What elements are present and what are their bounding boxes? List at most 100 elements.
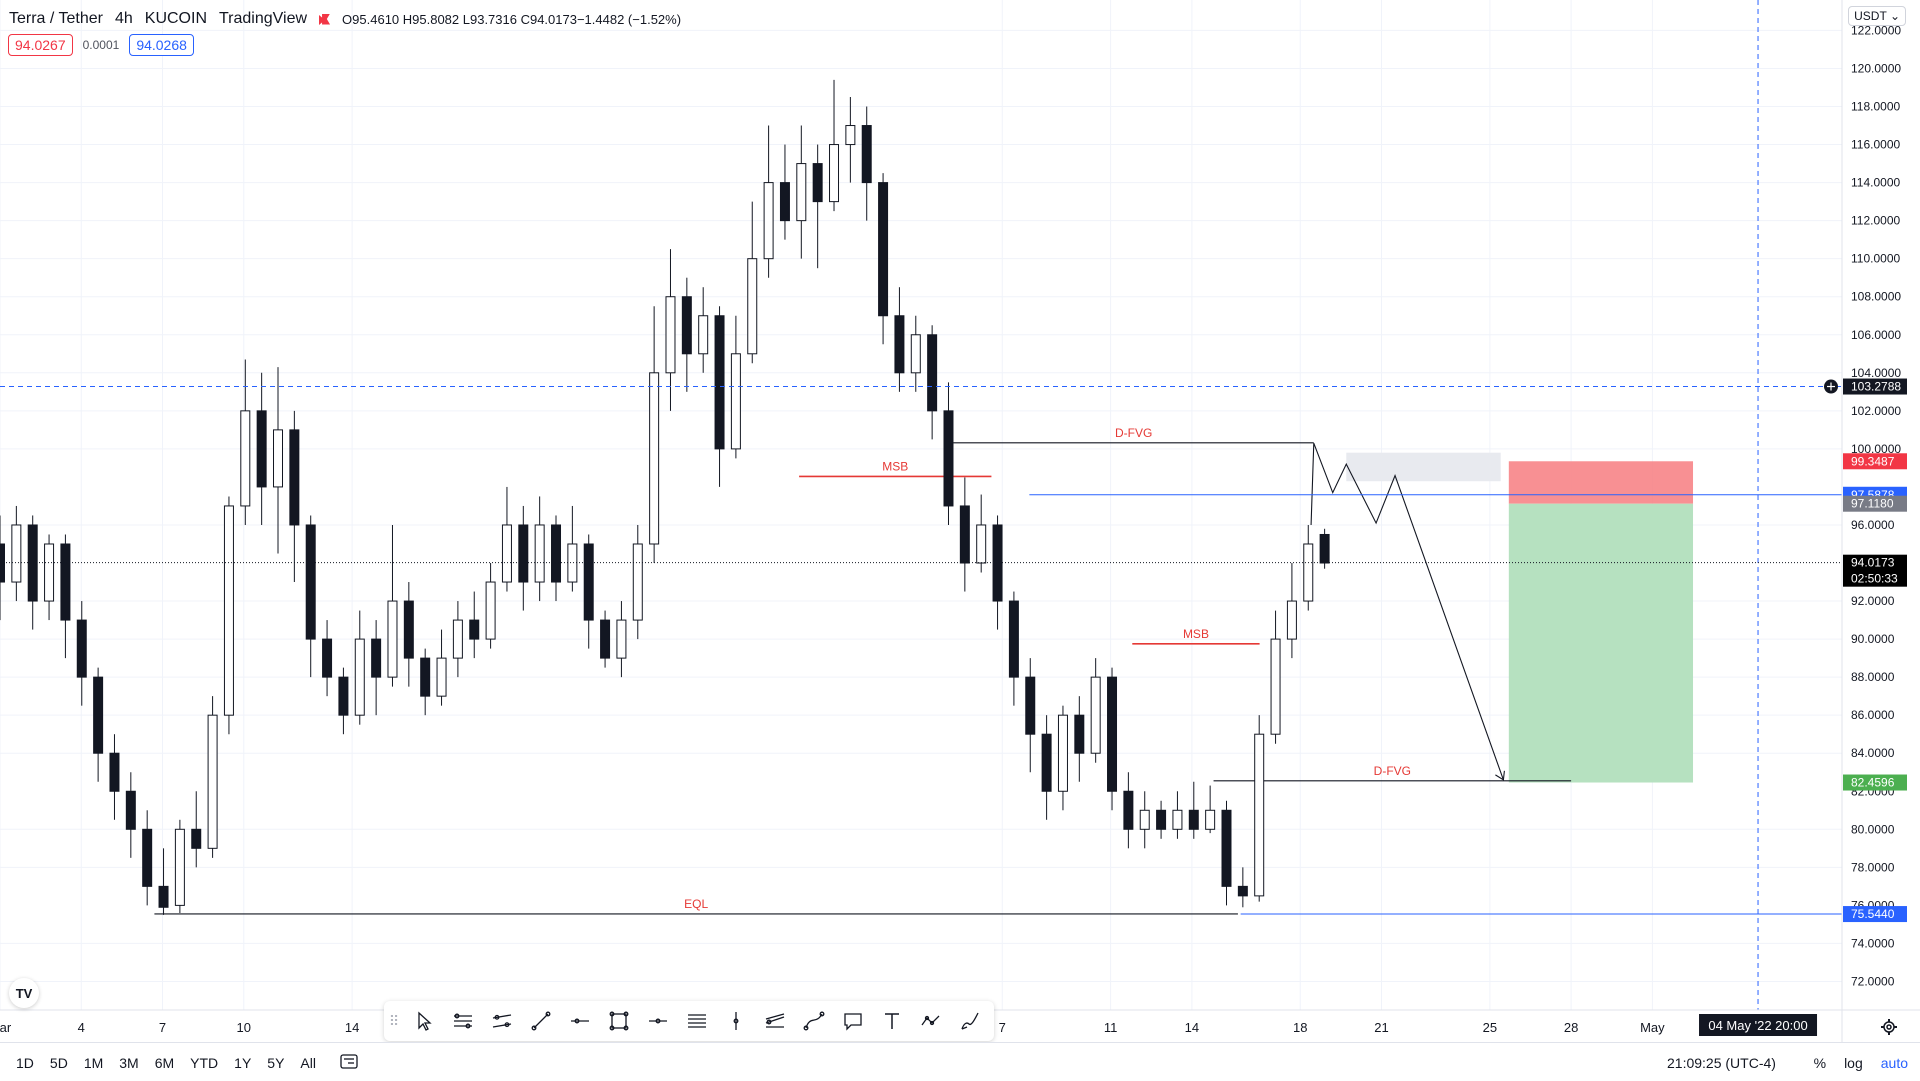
candle-down [142, 828, 153, 887]
quote-panel: 94.0267 0.0001 94.0268 [8, 34, 194, 56]
candle-down [1041, 733, 1052, 792]
channel-icon[interactable] [482, 1001, 521, 1041]
chart-header: Terra / Tether 4h KUCOIN TradingView O95… [9, 8, 681, 30]
drag-handle-icon[interactable]: ⠿ [388, 1012, 400, 1029]
candle-up [436, 657, 447, 697]
candle-up [44, 543, 55, 602]
x-tick-label: 7 [999, 1020, 1006, 1035]
y-tick-label: 92.0000 [1851, 594, 1895, 608]
candle-down [1008, 600, 1019, 678]
candle-up [273, 429, 284, 488]
trend-lines-icon[interactable] [443, 1001, 482, 1041]
candle-down [27, 524, 38, 602]
candle-down [109, 752, 120, 792]
candle-up [207, 714, 218, 849]
text-icon[interactable] [872, 1001, 911, 1041]
range-selector: 1D 5D 1M 3M 6M YTD 1Y 5Y All [16, 1055, 332, 1071]
annotation-label: D-FVG [1374, 764, 1411, 778]
curve-icon[interactable] [794, 1001, 833, 1041]
range-6m[interactable]: 6M [154, 1055, 175, 1071]
candle-down [403, 600, 414, 659]
horizontal-ray-icon[interactable] [638, 1001, 677, 1041]
candle-down [158, 885, 169, 908]
candle-down [1237, 885, 1248, 897]
annotation-label: D-FVG [1115, 426, 1152, 440]
log-scale-toggle[interactable]: log [1844, 1055, 1863, 1071]
range-1y[interactable]: 1Y [234, 1055, 252, 1071]
price-label: 94.0173 [1851, 556, 1895, 570]
price-label-bg [1843, 906, 1907, 923]
price-label-bg [1843, 378, 1907, 395]
y-tick-label: 118.0000 [1851, 100, 1900, 114]
candle-up [1057, 714, 1068, 792]
fib-icon[interactable] [677, 1001, 716, 1041]
currency-label: USDT [1854, 9, 1887, 23]
candle-down [76, 619, 87, 678]
y-tick-label: 100.0000 [1851, 442, 1901, 456]
candle-up [910, 334, 921, 374]
clock-timezone[interactable]: 21:09:25 (UTC-4) [1667, 1055, 1776, 1071]
gear-icon[interactable] [1880, 1018, 1898, 1036]
pitchfork-icon[interactable] [755, 1001, 794, 1041]
range-1d[interactable]: 1D [16, 1055, 34, 1071]
projection-arrowhead [1495, 770, 1505, 781]
go-to-date-icon[interactable] [340, 1053, 358, 1069]
range-all[interactable]: All [300, 1055, 316, 1071]
y-tick-label: 88.0000 [1851, 670, 1895, 684]
candle-down [1074, 714, 1085, 754]
buy-button[interactable]: 94.0268 [129, 34, 194, 56]
x-tick-label: 21 [1374, 1020, 1388, 1035]
range-ytd[interactable]: YTD [190, 1055, 219, 1071]
candle-up [11, 524, 22, 583]
path-icon[interactable] [911, 1001, 950, 1041]
y-tick-label: 80.0000 [1851, 822, 1895, 836]
candle-up [501, 524, 512, 583]
price-label-bg [1843, 554, 1907, 587]
candle-up [452, 619, 463, 659]
vertical-line-icon[interactable] [716, 1001, 755, 1041]
horizontal-line-icon[interactable] [560, 1001, 599, 1041]
interval[interactable]: 4h [114, 10, 133, 27]
candle-up [354, 638, 365, 716]
callout-icon[interactable] [833, 1001, 872, 1041]
candle-down [894, 315, 905, 374]
currency-selector[interactable]: USDT ⌄ [1848, 6, 1906, 26]
candle-up [763, 182, 774, 260]
y-tick-label: 122.0000 [1851, 23, 1901, 37]
candle-up [976, 524, 987, 564]
candle-down [681, 296, 692, 355]
candle-up [665, 296, 676, 374]
market-flag-icon [319, 14, 330, 25]
rectangle-icon[interactable] [599, 1001, 638, 1041]
stop-loss-zone [1508, 461, 1694, 504]
sell-button[interactable]: 94.0267 [8, 34, 73, 56]
x-tick-label: 18 [1293, 1020, 1307, 1035]
range-3m[interactable]: 3M [119, 1055, 139, 1071]
candle-up [1286, 600, 1297, 640]
cursor-icon[interactable] [404, 1001, 443, 1041]
range-5y[interactable]: 5Y [267, 1055, 285, 1071]
y-tick-label: 110.0000 [1851, 252, 1900, 266]
candle-down [878, 182, 889, 317]
chart[interactable]: MSB D-FVG MSB D-FVG EQL 122.0000 120.0000 118.… [0, 0, 1920, 1042]
candle-up [1270, 638, 1281, 735]
range-1m[interactable]: 1M [83, 1055, 104, 1071]
line-icon[interactable] [521, 1001, 560, 1041]
tradingview-logo-icon[interactable]: TV [9, 978, 39, 1008]
auto-scale-toggle[interactable]: auto [1880, 1055, 1908, 1071]
candle-down [812, 163, 823, 203]
y-tick-label: 112.0000 [1851, 214, 1900, 228]
range-5d[interactable]: 5D [49, 1055, 68, 1071]
y-tick-label: 114.0000 [1851, 176, 1900, 190]
candle-down [125, 790, 136, 830]
brush-icon[interactable] [950, 1001, 989, 1041]
candle-down [322, 638, 333, 678]
price-label: 82.4596 [1851, 776, 1895, 790]
x-tick-label: 25 [1483, 1020, 1497, 1035]
x-tick-label: 7 [159, 1020, 166, 1035]
percent-scale-toggle[interactable]: % [1813, 1055, 1827, 1071]
symbol-name[interactable]: Terra / Tether [9, 10, 103, 27]
price-label: 99.3487 [1851, 454, 1895, 468]
candle-up [567, 543, 578, 583]
candle-up [1254, 733, 1265, 897]
